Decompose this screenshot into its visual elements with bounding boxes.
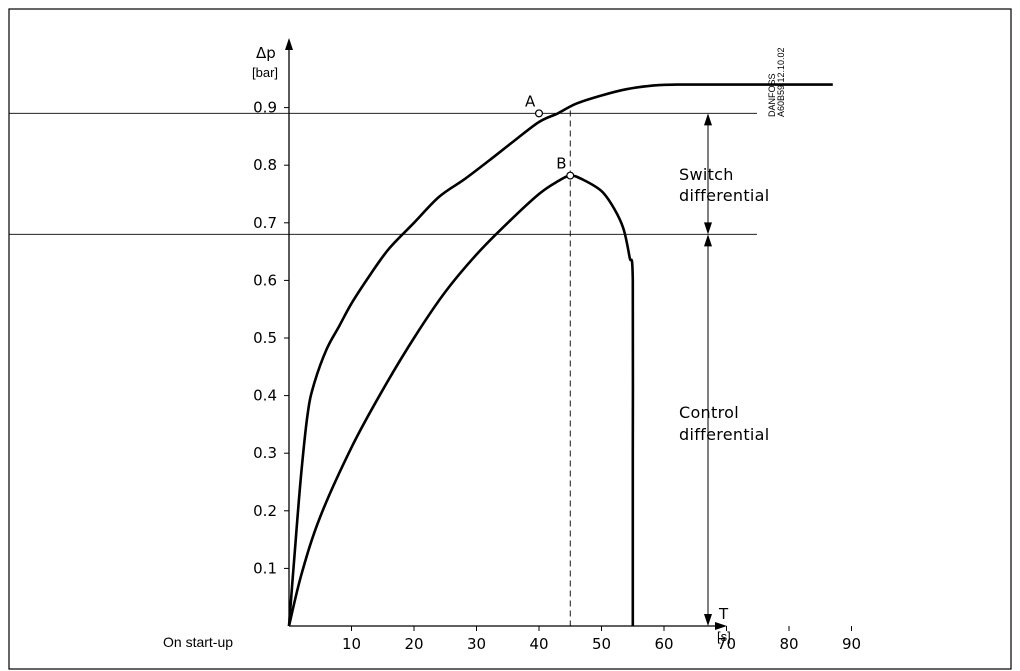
x-axis-label: T: [718, 605, 729, 623]
y-axis-unit: [bar]: [252, 65, 278, 80]
x-tick-label: 60: [654, 635, 673, 653]
dimension-arrows: [704, 113, 712, 626]
reference-lines: [9, 110, 757, 626]
x-axis-arrowhead: [715, 622, 727, 630]
axes: [285, 38, 727, 630]
point-b-label: B: [556, 155, 566, 173]
side-code: DANFOSS A60B59.12.10.02: [767, 47, 786, 117]
control-differential-arrow-down: [704, 614, 712, 626]
y-tick-label: 0.5: [253, 329, 277, 347]
point-b-marker: [566, 171, 575, 180]
side-code-line1: DANFOSS: [767, 73, 777, 117]
y-tick-label: 0.6: [253, 271, 277, 289]
point-a-marker: [534, 109, 543, 118]
x-tick-label: 80: [779, 635, 798, 653]
control-differential-label-line1: Control: [679, 403, 739, 422]
origin-label: On start-up: [163, 634, 233, 650]
y-axis-arrowhead: [285, 38, 293, 50]
switch-differential-label-line2: differential: [679, 186, 770, 205]
curve-upper: [287, 83, 833, 627]
x-tick-label: 30: [467, 635, 486, 653]
y-axis-label: Δp: [256, 44, 276, 62]
y-tick-label: 0.8: [253, 156, 277, 174]
control-differential-arrow-up: [704, 234, 712, 247]
switch-differential-label-line1: Switch: [679, 165, 734, 184]
x-tick-label: 10: [342, 635, 361, 653]
marked-points: AB: [525, 92, 575, 180]
side-code-line2: A60B59.12.10.02: [776, 47, 786, 117]
y-tick-label: 0.7: [253, 214, 277, 232]
figure-border: [8, 8, 1012, 670]
x-tick-label: 70: [717, 635, 736, 653]
point-a-label: A: [525, 92, 536, 110]
y-tick-label: 0.4: [253, 387, 277, 405]
y-tick-label: 0.1: [253, 559, 277, 577]
curve-lower: [287, 174, 635, 627]
ticks: 10 20 30 40 50 60 70 80 90 0.1 0.2 0.3 0.4 0.5 0.6 0.7 0…: [253, 99, 861, 653]
y-tick-label: 0.3: [253, 444, 277, 462]
switch-differential-arrow-up: [704, 113, 712, 126]
x-tick-label: 40: [529, 635, 548, 653]
switch-differential-arrow-down: [704, 222, 712, 235]
x-axis-unit: [s]: [717, 629, 731, 644]
x-tick-label: 50: [592, 635, 611, 653]
y-tick-label: 0.9: [253, 99, 277, 117]
x-tick-label: 20: [404, 635, 423, 653]
x-tick-label: 90: [842, 635, 861, 653]
control-differential-label-line2: differential: [679, 425, 770, 444]
y-tick-label: 0.2: [253, 502, 277, 520]
series: [287, 83, 833, 627]
